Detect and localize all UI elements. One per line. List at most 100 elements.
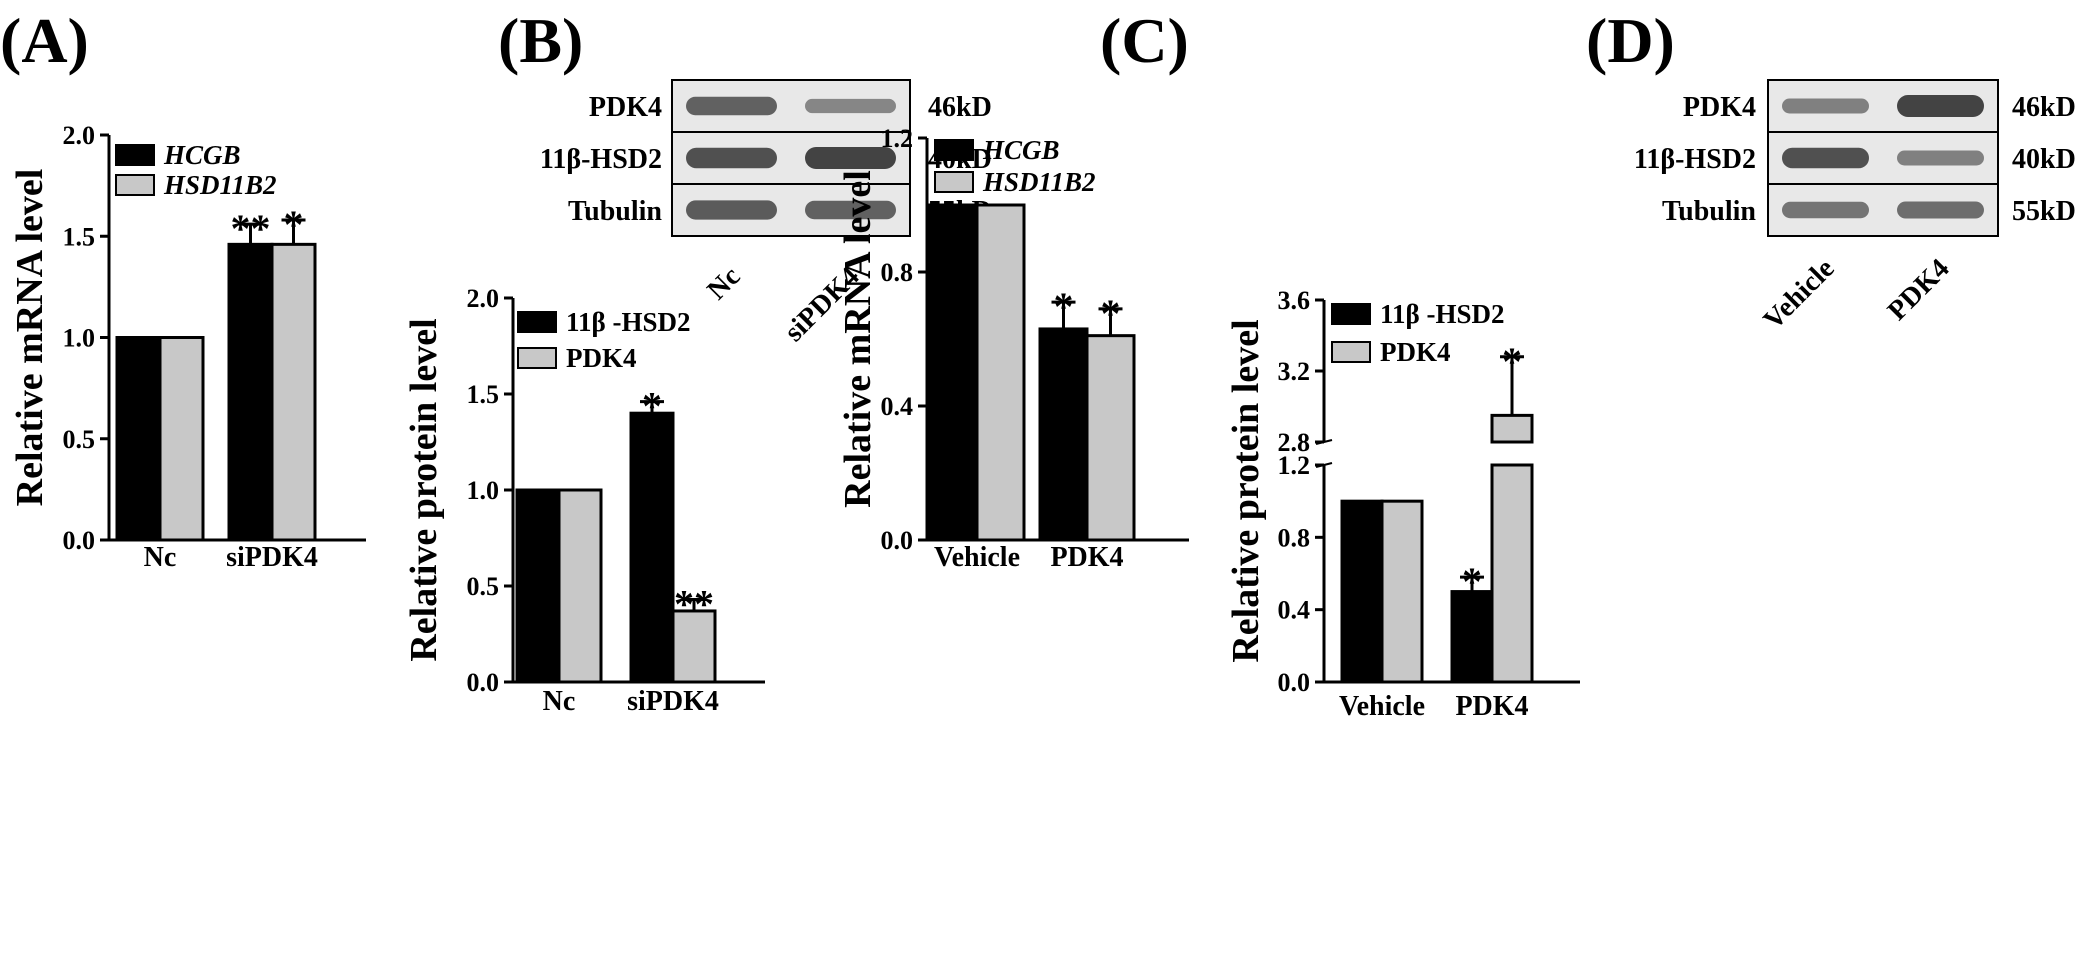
- blot-size-label: 40kD: [2012, 144, 2076, 175]
- blot-band: [805, 200, 896, 220]
- legend-swatch: [115, 144, 155, 166]
- legend-label: 11β -HSD2: [1380, 299, 1505, 329]
- panel-label-a: (A): [0, 5, 89, 76]
- legend-label: HSD11B2: [163, 170, 277, 200]
- y-tick-label: 0.5: [63, 425, 96, 454]
- legend-label: 11β -HSD2: [566, 307, 691, 337]
- legend-label: HSD11B2: [982, 167, 1096, 197]
- blot-band: [1897, 201, 1984, 219]
- bar: [1340, 499, 1384, 684]
- blot-lane-label: Vehicle: [1758, 253, 1841, 336]
- legend-swatch: [1331, 303, 1371, 325]
- legend-swatch: [934, 171, 974, 193]
- legend-swatch: [517, 347, 557, 369]
- blot-band: [1782, 98, 1869, 114]
- blot-protein-label: Tubulin: [568, 196, 662, 227]
- blot-protein-label: 11β-HSD2: [1634, 144, 1756, 175]
- y-tick-label: 2.8: [1278, 428, 1311, 457]
- y-tick-label: 0.8: [881, 258, 914, 287]
- y-axis-title: Relative protein level: [403, 318, 445, 661]
- y-tick-label: 1.5: [467, 380, 500, 409]
- bar: [928, 203, 979, 542]
- legend-swatch: [934, 139, 974, 161]
- x-category-label: PDK4: [1455, 691, 1528, 722]
- blot-band: [1782, 201, 1869, 219]
- blot-band: [686, 96, 777, 116]
- x-category-label: siPDK4: [627, 686, 719, 717]
- axis-break-mark: [1315, 439, 1333, 445]
- legend-label: HCGB: [163, 140, 241, 170]
- blot-size-label: 55kD: [2012, 196, 2076, 227]
- bar: [1085, 334, 1136, 542]
- x-category-label: siPDK4: [226, 542, 318, 573]
- y-axis-title: Relative mRNA level: [837, 170, 879, 508]
- bar-chart-d: 0.0 0.4 0.8 1.22.8 3.2 3.6 Relative protein le…: [1225, 286, 1580, 722]
- bar: [1490, 463, 1534, 684]
- bar: [227, 242, 274, 542]
- legend-label: HCGB: [982, 135, 1060, 165]
- legend-label: PDK4: [1380, 337, 1451, 367]
- legend-label: PDK4: [566, 343, 637, 373]
- blot-protein-label: 11β-HSD2: [540, 144, 662, 175]
- blot-band: [1897, 150, 1984, 166]
- panel-label-d: (D): [1586, 5, 1675, 76]
- blot-band: [686, 147, 777, 169]
- axis-break-mark: [1315, 462, 1333, 468]
- bar: [1380, 499, 1424, 684]
- y-tick-label: 1.0: [63, 324, 96, 353]
- significance-marker: *: [1101, 291, 1121, 336]
- significance-marker: *: [1462, 559, 1482, 604]
- x-category-label: Vehicle: [934, 542, 1020, 573]
- western-blot-d: PDK4 46kD 11β-HSD2 40kD Tubulin 55kD Vehicle PD…: [1634, 79, 2076, 336]
- bar: [515, 488, 561, 684]
- blot-band: [805, 147, 896, 169]
- legend-swatch: [517, 311, 557, 333]
- y-tick-label: 0.0: [63, 526, 96, 555]
- y-tick-label: 0.4: [1278, 596, 1311, 625]
- bar: [975, 203, 1026, 542]
- y-tick-label: 1.0: [467, 476, 500, 505]
- y-tick-label: 2.0: [63, 121, 96, 150]
- y-tick-label: 3.6: [1278, 286, 1311, 315]
- bar: [1450, 590, 1494, 684]
- bar: [270, 242, 317, 542]
- blot-protein-label: Tubulin: [1662, 196, 1756, 227]
- significance-marker: **: [231, 206, 271, 251]
- x-category-label: PDK4: [1050, 542, 1123, 573]
- significance-marker: *: [284, 202, 304, 247]
- y-tick-label: 0.0: [881, 526, 914, 555]
- bar: [115, 336, 162, 542]
- bar: [671, 609, 717, 684]
- bar-chart-b: 0.0 0.5 1.0 1.5 2.0 Relative protein level Nc *…: [403, 284, 765, 717]
- significance-marker: **: [674, 581, 714, 626]
- bar: [1038, 327, 1089, 542]
- x-category-label: Nc: [144, 542, 177, 573]
- y-tick-label: 1.2: [881, 124, 914, 153]
- x-category-label: Nc: [543, 686, 576, 717]
- legend-swatch: [1331, 341, 1371, 363]
- significance-marker: *: [1054, 284, 1074, 329]
- bar: [557, 488, 603, 684]
- bar: [629, 411, 675, 684]
- y-tick-label: 1.5: [63, 222, 96, 251]
- y-axis-title: Relative mRNA level: [9, 169, 51, 507]
- y-tick-label: 3.2: [1278, 357, 1311, 386]
- blot-band: [686, 200, 777, 220]
- blot-protein-label: PDK4: [589, 92, 662, 123]
- blot-band: [805, 98, 896, 114]
- blot-lane-label: Nc: [701, 261, 746, 306]
- blot-size-label: 46kD: [928, 92, 992, 123]
- y-tick-label: 0.4: [881, 392, 914, 421]
- panel-label-b: (B): [498, 5, 583, 76]
- y-tick-label: 0.0: [1278, 668, 1311, 697]
- y-tick-label: 0.0: [467, 668, 500, 697]
- bar-upper-segment: [1490, 413, 1534, 444]
- y-tick-label: 2.0: [467, 284, 500, 313]
- panel-label-c: (C): [1100, 5, 1189, 76]
- significance-marker: *: [1502, 339, 1522, 384]
- y-tick-label: 1.2: [1278, 451, 1311, 480]
- bar: [158, 336, 205, 542]
